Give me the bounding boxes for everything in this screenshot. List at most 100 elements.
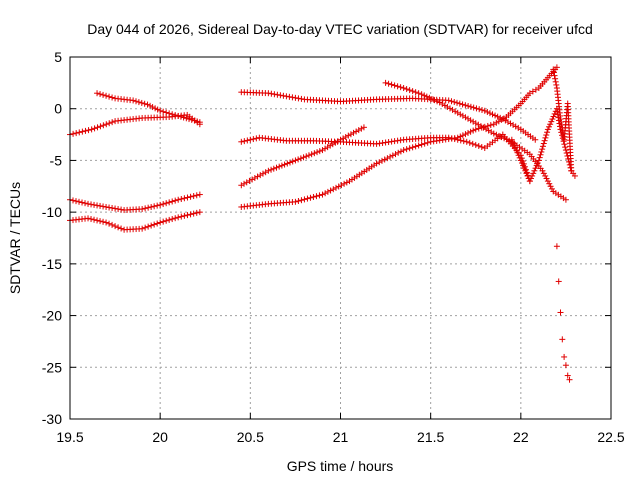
data-point [319, 191, 326, 198]
data-point [172, 215, 179, 222]
data-point [403, 86, 410, 93]
data-point [109, 221, 116, 228]
data-point [250, 136, 257, 143]
data-point [194, 118, 201, 125]
data-point [163, 200, 170, 207]
data-point [546, 180, 553, 187]
data-point [544, 126, 551, 133]
data-point [465, 129, 472, 136]
data-point [145, 223, 152, 230]
data-point [550, 66, 557, 73]
data-point [488, 129, 495, 136]
data-point [175, 214, 182, 221]
data-point [424, 139, 431, 146]
data-point [341, 180, 348, 187]
data-point [412, 89, 419, 96]
data-point [520, 162, 527, 169]
data-point [532, 86, 539, 93]
data-point [166, 110, 173, 117]
data-point [527, 175, 534, 182]
data-point [539, 146, 546, 153]
data-point [139, 206, 146, 213]
data-point [147, 102, 154, 109]
data-point [387, 153, 394, 160]
data-point [238, 138, 245, 145]
data-point [426, 94, 433, 101]
data-point [510, 121, 517, 128]
data-point [376, 159, 383, 166]
series-arc-C [67, 191, 203, 214]
data-point [97, 218, 104, 225]
data-point [281, 161, 288, 168]
data-point [118, 206, 125, 213]
series-drop [553, 243, 573, 383]
data-point [562, 147, 569, 154]
data-point [478, 124, 485, 131]
data-point [115, 224, 122, 231]
data-point [303, 153, 310, 160]
data-point [100, 91, 107, 98]
data-point [512, 144, 519, 151]
data-point [91, 216, 98, 223]
x-tick-label: 21 [333, 429, 349, 445]
data-point [259, 170, 266, 177]
data-point [385, 80, 392, 87]
data-point [421, 140, 428, 147]
data-point [494, 113, 501, 120]
data-point [103, 92, 110, 99]
data-point [314, 149, 321, 156]
grid-lines [70, 57, 611, 419]
data-point [540, 140, 547, 147]
data-point [400, 147, 407, 154]
data-point [389, 152, 396, 159]
data-point [244, 137, 251, 144]
data-point [540, 170, 547, 177]
data-point [355, 127, 362, 134]
data-point [465, 103, 472, 110]
data-point [541, 137, 548, 144]
data-point [538, 148, 545, 155]
data-point [515, 152, 522, 159]
data-point [97, 202, 104, 209]
data-point [298, 197, 305, 204]
series-arc-E [238, 89, 539, 143]
data-point [459, 132, 466, 139]
data-point [85, 127, 92, 134]
data-point [478, 143, 485, 150]
data-point [378, 157, 385, 164]
data-point [568, 167, 575, 174]
data-point [142, 224, 149, 231]
data-point [557, 309, 564, 316]
data-point [421, 92, 428, 99]
data-point [397, 84, 404, 91]
data-point [324, 144, 331, 151]
data-point [85, 200, 92, 207]
data-point [507, 120, 514, 127]
data-point [462, 102, 469, 109]
data-point [523, 170, 530, 177]
data-point [193, 209, 200, 216]
data-point [539, 167, 546, 174]
data-point [553, 64, 560, 71]
data-point [564, 152, 571, 159]
data-point [193, 192, 200, 199]
data-point [163, 109, 170, 116]
data-point [559, 336, 566, 343]
data-point [273, 164, 280, 171]
data-point [539, 143, 546, 150]
data-point [180, 114, 187, 121]
data-point [543, 132, 550, 139]
data-point [495, 118, 502, 125]
data-point [278, 162, 285, 169]
data-point [512, 123, 519, 130]
data-point [444, 103, 451, 110]
data-point [265, 90, 272, 97]
data-point [373, 160, 380, 167]
series-arc-I [238, 64, 560, 210]
data-point [332, 139, 339, 146]
data-point [526, 178, 533, 185]
data-point [381, 156, 388, 163]
data-point [166, 199, 173, 206]
data-point [384, 155, 391, 162]
data-point [566, 376, 573, 383]
